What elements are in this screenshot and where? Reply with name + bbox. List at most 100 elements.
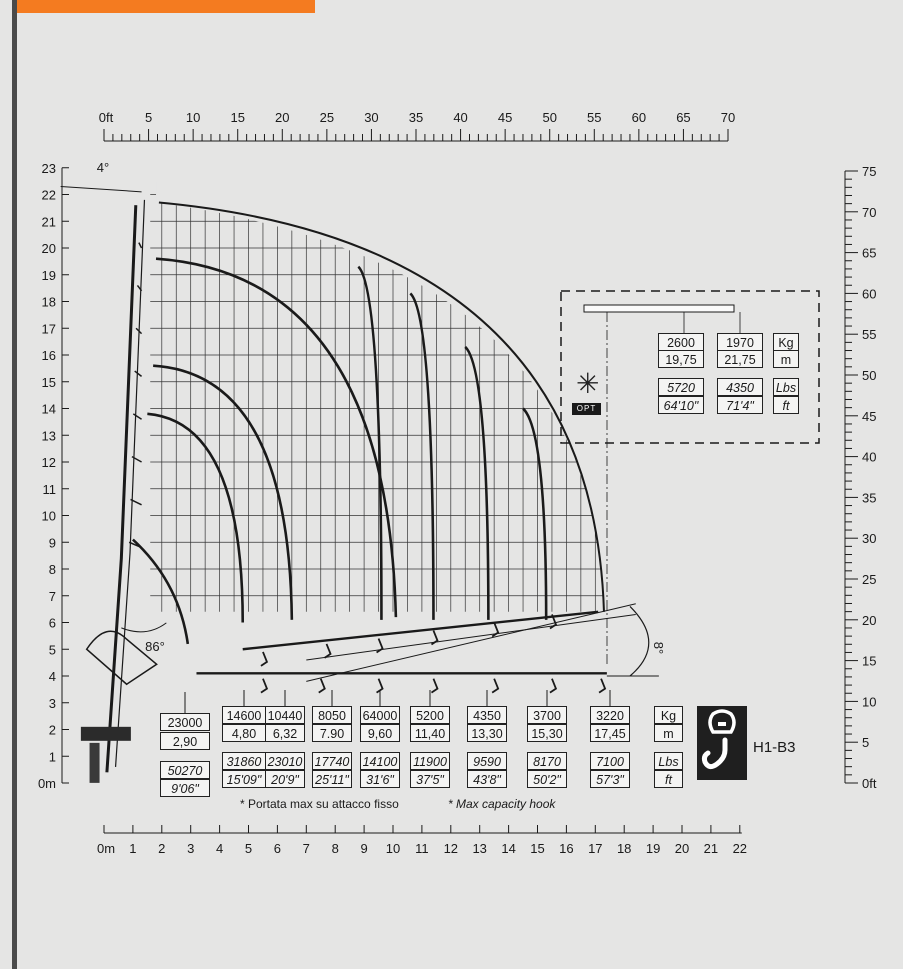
left-tick-label: 1 (49, 749, 56, 764)
boom-hook-4 (491, 622, 500, 638)
load-ft-5: 43'8" (467, 770, 507, 788)
first-m: 2,90 (160, 732, 210, 750)
left-tick-label: 21 (42, 214, 56, 229)
unit-ft: ft (654, 770, 683, 788)
load-m-7: 17,45 (590, 724, 630, 742)
right-tick-label: 40 (862, 450, 876, 465)
left-tick-label: 23 (42, 161, 56, 176)
boom-hook-2 (376, 638, 384, 654)
load-kg-6: 3700 (527, 706, 567, 724)
angle-arc (121, 622, 167, 633)
top-tick-label: 40 (453, 110, 467, 125)
right-tick-label: 25 (862, 572, 876, 587)
top-tick-label: 35 (409, 110, 423, 125)
load-lbs-1: 23010 (265, 752, 305, 770)
bottom-tick-label: 1 (129, 841, 136, 856)
right-tick-label: 30 (862, 531, 876, 546)
left-tick-label: 12 (42, 455, 56, 470)
right-tick-label: 50 (862, 368, 876, 383)
opt-unit-ft: ft (773, 396, 799, 414)
orange-header-tab (17, 0, 315, 13)
model-name: H1-B3 (753, 739, 796, 756)
load-ft-3: 31'6" (360, 770, 400, 788)
top-tick-label: 0ft (99, 110, 114, 125)
envelope-outer (158, 201, 605, 612)
bottom-tick-label: 6 (274, 841, 281, 856)
mid-boom-line (242, 610, 599, 651)
boom-vertical-inner (114, 199, 146, 767)
load-kg-7: 3220 (590, 706, 630, 724)
right-tick-label: 0ft (862, 776, 877, 791)
first-ft: 9'06" (160, 779, 210, 797)
left-tick-label: 7 (49, 589, 56, 604)
opt-lbs-0: 5720 (658, 378, 704, 396)
opt-boom (583, 304, 735, 313)
boom-section (131, 455, 142, 463)
right-tick-label: 75 (862, 164, 876, 179)
left-tick-label: 14 (42, 402, 56, 417)
load-m-0: 4,80 (222, 724, 266, 742)
top-tick-label: 60 (632, 110, 646, 125)
load-lbs-0: 31860 (222, 752, 266, 770)
right-tick-label: 65 (862, 246, 876, 261)
load-lbs-4: 11900 (410, 752, 450, 770)
load-ft-4: 37'5" (410, 770, 450, 788)
boom-section (132, 413, 142, 420)
bottom-tick-label: 7 (303, 841, 310, 856)
boom-section (134, 370, 143, 377)
right-tick-label: 15 (862, 654, 876, 669)
bottom-tick-label: 22 (733, 841, 747, 856)
boom-section (130, 498, 142, 506)
first-lbs: 50270 (160, 761, 210, 779)
left-tick-label: 16 (42, 348, 56, 363)
right-tick-label: 10 (862, 694, 876, 709)
capacity-curve-2 (153, 364, 294, 620)
top-tick-label: 45 (498, 110, 512, 125)
opt-frame (560, 290, 820, 444)
capacity-curve-1 (155, 257, 398, 618)
top-tick-label: 5 (145, 110, 152, 125)
load-ft-2: 25'11" (312, 770, 352, 788)
right-tick-label: 35 (862, 490, 876, 505)
capacity-curve-4 (132, 538, 190, 645)
low-hook-1 (318, 678, 326, 694)
right-tick-label: 55 (862, 327, 876, 342)
load-kg-1: 10440 (265, 706, 305, 724)
bottom-tick-label: 3 (187, 841, 194, 856)
load-lbs-3: 14100 (360, 752, 400, 770)
capacity-drop-2 (464, 346, 490, 620)
load-ft-0: 15'09" (222, 770, 266, 788)
top-tick-label: 55 (587, 110, 601, 125)
envelope-mask (156, 167, 654, 615)
boom-section (136, 284, 143, 292)
hook-icon (697, 706, 747, 780)
opt-kg-0: 2600 (658, 333, 704, 351)
load-m-6: 15,30 (527, 724, 567, 742)
load-lbs-7: 7100 (590, 752, 630, 770)
left-tick-label: 17 (42, 321, 56, 336)
opt-unit-m: m (773, 350, 799, 368)
load-m-5: 13,30 (467, 724, 507, 742)
top-tick-label: 25 (320, 110, 334, 125)
left-tick-label: 15 (42, 375, 56, 390)
top-tick-label: 70 (721, 110, 735, 125)
top-tick-label: 30 (364, 110, 378, 125)
opt-ft-0: 64'10" (658, 396, 704, 414)
right-tick-label: 60 (862, 286, 876, 301)
low-hook-2 (376, 678, 384, 694)
crane-column (89, 742, 100, 783)
opt-unit-kg: Kg (773, 333, 799, 351)
bottom-tick-label: 14 (501, 841, 515, 856)
opt-unit-lbs: Lbs (773, 378, 799, 396)
boom-section (138, 242, 143, 249)
opt-badge: OPT (572, 403, 601, 415)
load-kg-4: 5200 (410, 706, 450, 724)
left-tick-label: 19 (42, 268, 56, 283)
low-hook-5 (549, 678, 558, 694)
left-edge-bar (12, 0, 17, 969)
top-tick-label: 15 (230, 110, 244, 125)
asterisk-icon: ✳ (576, 368, 600, 399)
left-tick-label: 2 (49, 723, 56, 738)
opt-m-0: 19,75 (658, 350, 704, 368)
